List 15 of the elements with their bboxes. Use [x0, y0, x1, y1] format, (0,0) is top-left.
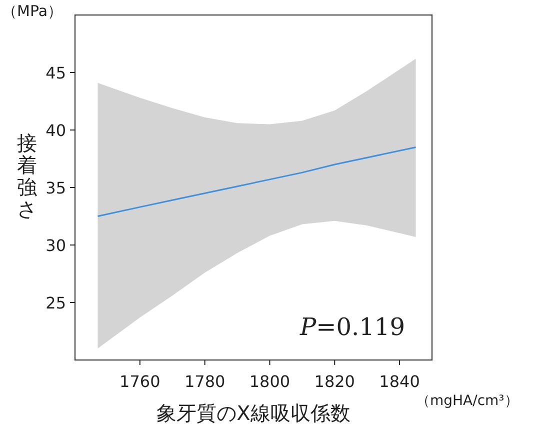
annotation: P=0.119 [299, 313, 405, 341]
y-tick-label: 30 [46, 236, 66, 255]
x-axis-title: 象牙質のX線吸収係数 [156, 401, 350, 425]
y-tick-label: 25 [46, 294, 66, 312]
y-axis-title: 接着強さ [17, 131, 37, 221]
y-tick-label: 40 [46, 121, 66, 140]
x-tick-label: 1780 [184, 372, 226, 391]
text: （MPa） [2, 2, 63, 20]
text: （mgHA/cm³） [416, 393, 518, 409]
y-tick-label: 45 [46, 64, 66, 82]
x-tick-label: 1800 [249, 372, 290, 391]
x-tick-label: 1760 [120, 372, 160, 391]
x-tick-label: 1820 [314, 372, 355, 391]
x-tick-label: 1840 [379, 372, 420, 391]
y-tick-label: 35 [46, 178, 66, 198]
